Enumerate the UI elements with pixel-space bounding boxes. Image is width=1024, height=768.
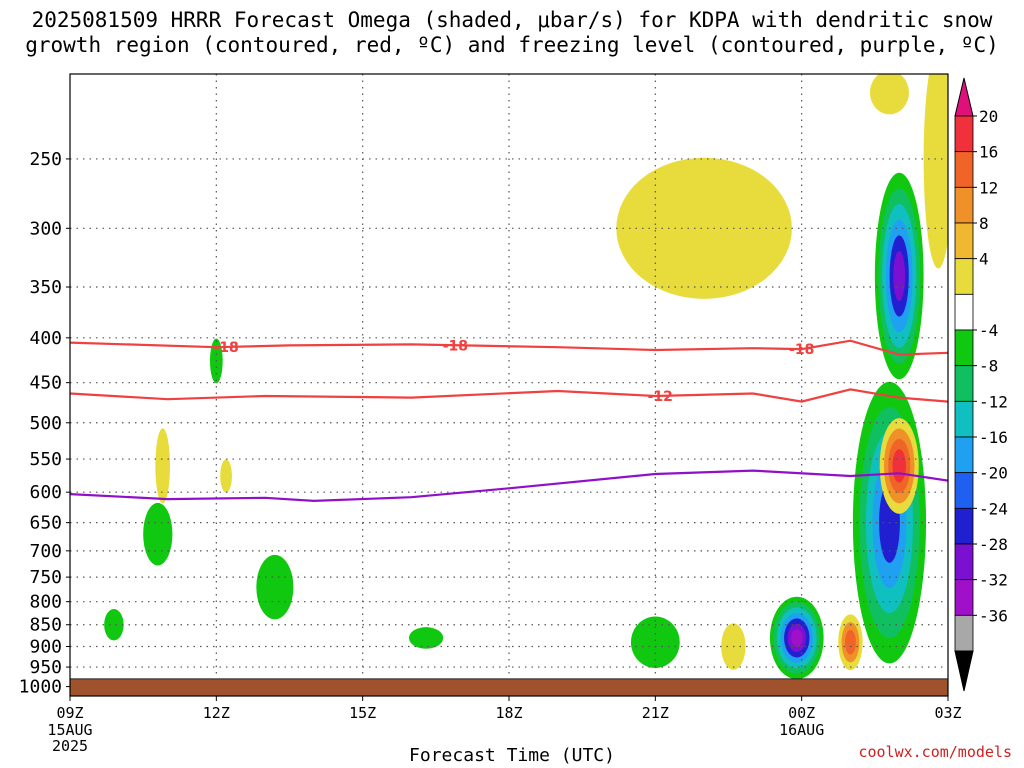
y-tick-label-600: 600 <box>29 482 62 503</box>
ground-fill <box>70 678 948 696</box>
colorbar-label-4: 4 <box>979 250 989 269</box>
y-tick-label-350: 350 <box>29 277 62 298</box>
omega-region-2-level-0 <box>220 459 232 493</box>
x-tick-year-09Z: 2025 <box>52 737 88 755</box>
y-tick-label-650: 650 <box>29 513 62 534</box>
y-tick-label-800: 800 <box>29 592 62 613</box>
omega-shading <box>104 74 948 680</box>
omega-region-11-level-2 <box>845 629 856 655</box>
colorbar-label-12: -32 <box>979 571 1008 590</box>
colorbar-top-triangle <box>954 77 974 117</box>
x-tick-label-18Z: 18Z <box>495 704 522 722</box>
y-tick-label-450: 450 <box>29 373 62 394</box>
colorbar-label-13: -36 <box>979 606 1008 625</box>
omega-region-8-level-0 <box>616 157 792 299</box>
colorbar-label-3: 8 <box>979 214 989 233</box>
contour-label--18-2: -18 <box>789 342 814 358</box>
x-tick-date-00Z: 16AUG <box>779 721 824 739</box>
y-tick-label-850: 850 <box>29 615 62 636</box>
x-axis-label: Forecast Time (UTC) <box>409 745 615 766</box>
colorbar-band-11 <box>954 507 974 545</box>
x-tick-label-03Z: 03Z <box>934 704 961 722</box>
y-tick-label-750: 750 <box>29 567 62 588</box>
contour-label--18-0: -18 <box>213 340 238 356</box>
y-tick-label-950: 950 <box>29 657 62 678</box>
y-tick-label-300: 300 <box>29 218 62 239</box>
colorbar-band-5 <box>954 293 974 331</box>
omega-region-5-level-0 <box>256 554 294 620</box>
gridlines <box>70 74 948 696</box>
omega-region-0-level-0 <box>155 428 170 504</box>
colorbar-label-9: -20 <box>979 464 1008 483</box>
colorbar-band-9 <box>954 436 974 474</box>
y-tick-label-500: 500 <box>29 413 62 434</box>
x-tick-label-09Z: 09Z <box>56 704 83 722</box>
omega-region-4-level-0 <box>104 609 124 641</box>
contour-0C <box>70 469 948 503</box>
title-line-2: growth region (contoured, red, ºC) and f… <box>25 33 999 57</box>
contour--12C <box>70 388 948 403</box>
site-credit: coolwx.com/models <box>858 743 1012 761</box>
colorbar-band-0 <box>954 115 974 153</box>
y-tick-label-700: 700 <box>29 541 62 562</box>
omega-region-10-level-6 <box>791 629 803 647</box>
chart-title: 2025081509 HRRR Forecast Omega (shaded, … <box>0 8 1024 58</box>
colorbar-label-11: -28 <box>979 535 1008 554</box>
colorbar-label-8: -16 <box>979 428 1008 447</box>
y-tick-label-550: 550 <box>29 449 62 470</box>
colorbar-bottom-triangle <box>954 650 974 692</box>
x-tick-label-21Z: 21Z <box>642 704 669 722</box>
colorbar-band-14 <box>954 614 974 652</box>
temperature-contours: -18 -18 -18 -12 <box>70 338 948 503</box>
omega-region-14-level-3 <box>892 449 907 483</box>
colorbar: 20 16 12 8 4 -4 -8 -12 -16 -20 -24 -28 -32 -36 <box>954 77 1008 692</box>
y-tick-label-400: 400 <box>29 328 62 349</box>
colorbar-band-6 <box>954 329 974 367</box>
contour--18C <box>70 339 948 356</box>
colorbar-band-13 <box>954 579 974 616</box>
colorbar-band-2 <box>954 186 974 224</box>
x-tick-label-15Z: 15Z <box>349 704 376 722</box>
y-tick-label-900: 900 <box>29 636 62 657</box>
colorbar-label-7: -12 <box>979 392 1008 411</box>
axes: 2503003504004505005506006507007508008509… <box>19 73 962 755</box>
omega-region-3-level-0 <box>143 502 173 566</box>
y-tick-label-1000: 1000 <box>19 677 62 698</box>
omega-region-7-level-0 <box>630 616 680 668</box>
colorbar-label-1: 16 <box>979 143 998 162</box>
colorbar-band-3 <box>954 222 974 260</box>
x-tick-date-09Z: 15AUG <box>47 721 92 739</box>
x-tick-label-00Z: 00Z <box>788 704 815 722</box>
plot-frame <box>69 73 949 697</box>
omega-region-16-level-0 <box>923 74 948 269</box>
contour-label--18-1: -18 <box>443 338 468 354</box>
colorbar-band-7 <box>954 365 974 402</box>
colorbar-band-12 <box>954 543 974 581</box>
x-tick-label-12Z: 12Z <box>203 704 230 722</box>
colorbar-band-8 <box>954 400 974 438</box>
colorbar-label-0: 20 <box>979 107 998 126</box>
omega-region-15-level-0 <box>869 74 909 115</box>
omega-region-6-level-0 <box>409 627 444 649</box>
colorbar-label-10: -24 <box>979 499 1008 518</box>
colorbar-band-4 <box>954 258 974 295</box>
colorbar-label-6: -8 <box>979 357 998 376</box>
title-line-1: 2025081509 HRRR Forecast Omega (shaded, … <box>31 8 993 32</box>
colorbar-label-2: 12 <box>979 178 998 197</box>
contour-label--12-0: -12 <box>648 389 673 405</box>
ground-surface <box>70 678 948 696</box>
omega-region-13-level-5 <box>893 250 906 301</box>
y-tick-label-250: 250 <box>29 149 62 170</box>
colorbar-band-10 <box>954 472 974 509</box>
colorbar-label-5: -4 <box>979 321 998 340</box>
colorbar-band-1 <box>954 151 974 188</box>
